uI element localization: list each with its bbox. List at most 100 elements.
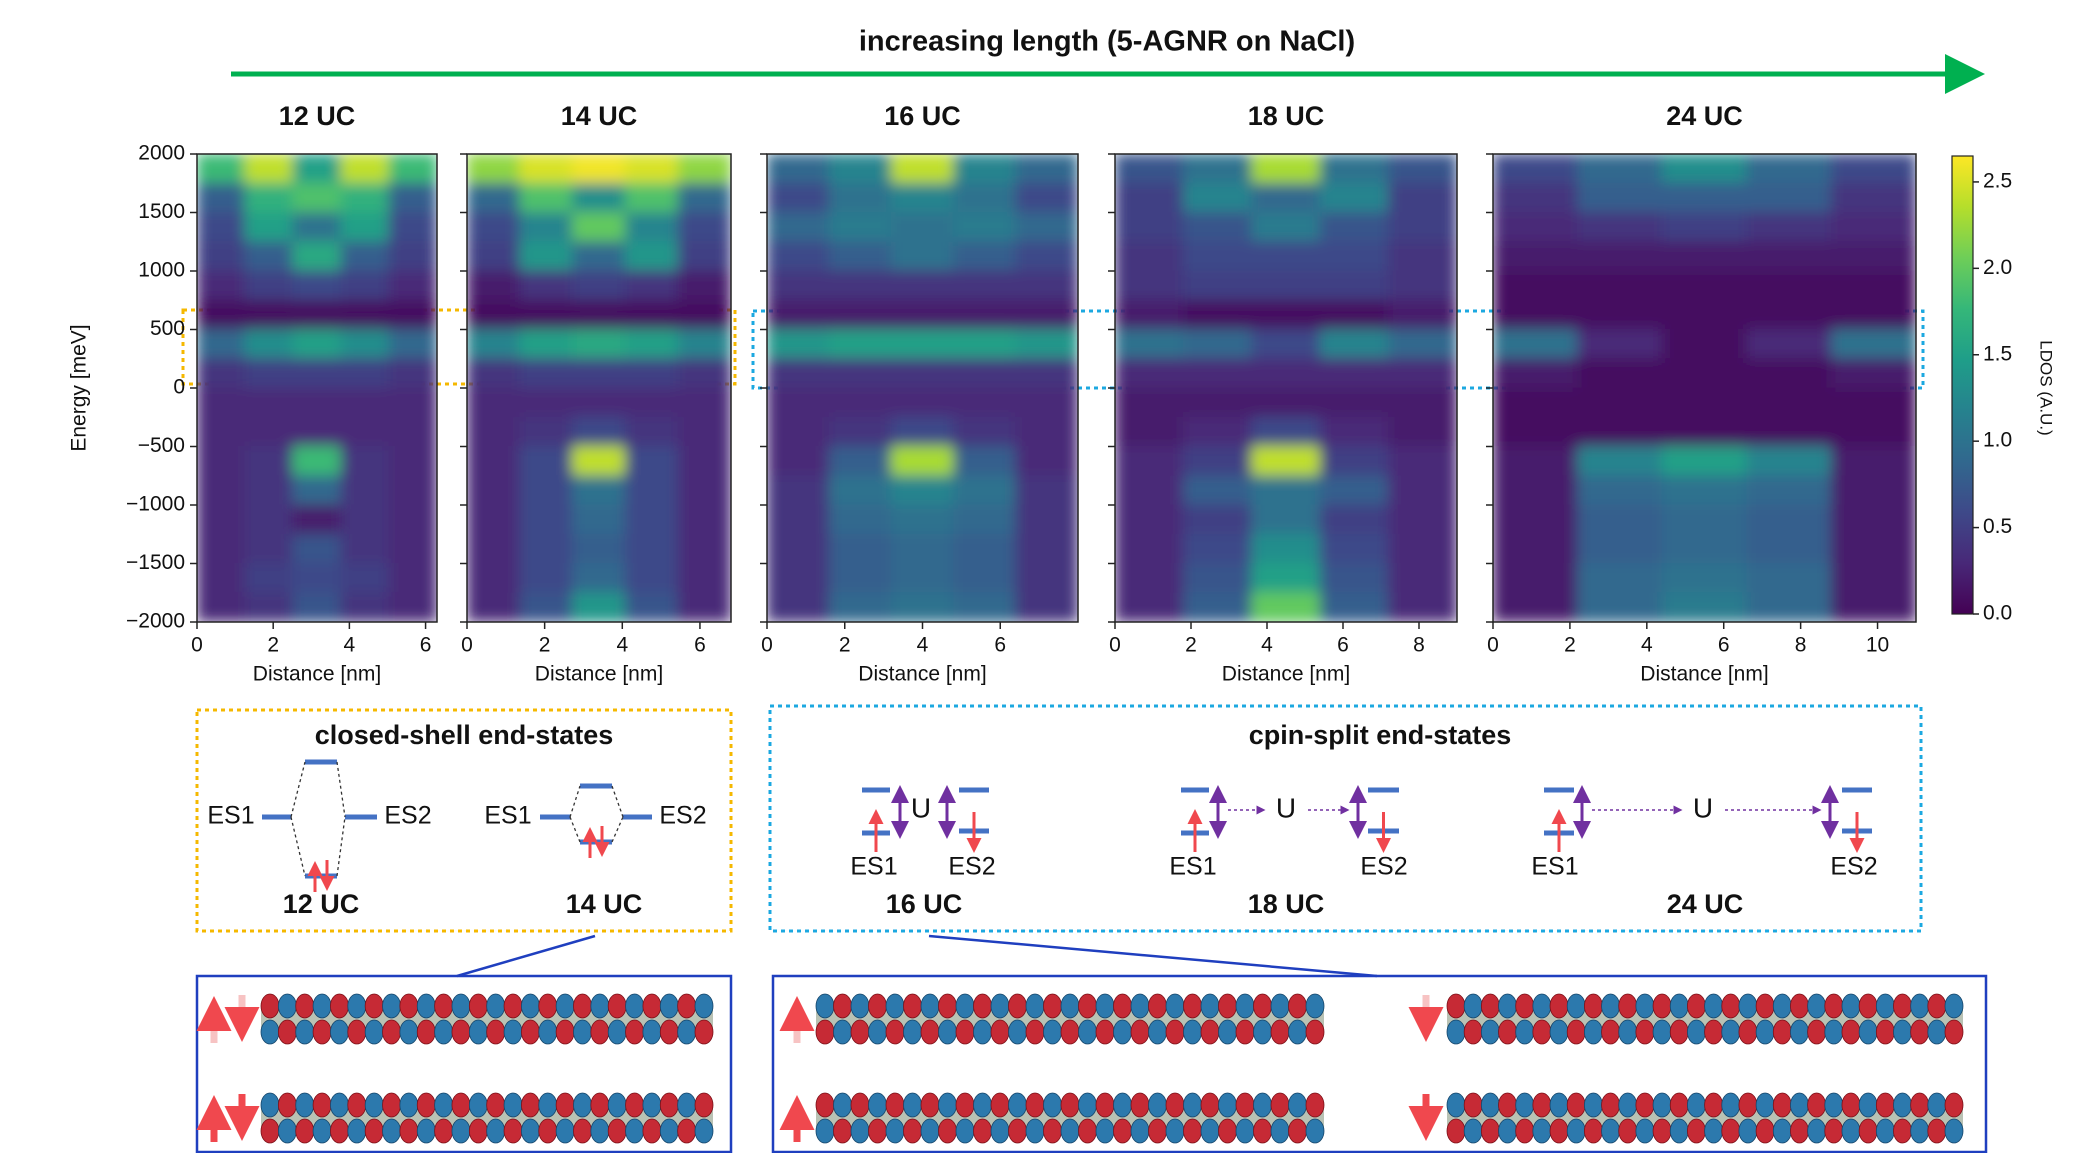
heatmap-cell (1319, 212, 1390, 243)
orbital-lobe (312, 1118, 332, 1144)
orbital-lobe (1858, 993, 1878, 1019)
orbital-lobe (1841, 1019, 1861, 1045)
heatmap-cells (467, 154, 731, 622)
orbital-lobe (364, 1019, 384, 1045)
orbital-lobe (555, 1118, 575, 1144)
heatmap-cell (1493, 154, 1579, 184)
guide (569, 816, 581, 843)
orbital-lobe (1687, 1019, 1706, 1045)
heatmap-cell (890, 212, 955, 243)
orbital-lobe (382, 1118, 401, 1144)
heatmap-cell (292, 387, 342, 418)
heatmap-cells (197, 154, 437, 622)
heatmap-cell (1830, 592, 1916, 622)
orbital-lobe (1772, 1092, 1792, 1118)
orbital-lobe (1790, 1118, 1809, 1144)
heatmap-cell (1661, 241, 1748, 272)
orbital-box (195, 974, 733, 1153)
heatmap-cell (1388, 299, 1457, 330)
heatmap-cell (519, 299, 574, 330)
heatmap-cell (953, 387, 1017, 418)
heatmap-cell (1493, 358, 1579, 389)
orbital-lobe (1025, 993, 1045, 1019)
guide (290, 761, 306, 818)
heatmap-cell (1115, 504, 1184, 535)
orbital-lobe (973, 1019, 992, 1045)
orbital-lobe (1218, 993, 1237, 1019)
heatmap-cell (340, 592, 390, 622)
heatmap-cell (1182, 358, 1253, 389)
heatmap-cell (828, 270, 892, 301)
orbital-lobe (1008, 1118, 1027, 1144)
orbital-lobe (1669, 1092, 1689, 1118)
orbital-lobe (503, 1019, 523, 1045)
orbital-lobe (1113, 993, 1132, 1019)
heatmap-cell (1015, 241, 1078, 272)
orbital-lobe (416, 1118, 436, 1144)
heatmap-cell (890, 299, 955, 330)
orbital-image (1446, 1092, 1964, 1144)
heatmap-cell (1115, 592, 1184, 622)
orbital-lobe (607, 1092, 627, 1118)
x-tick-label: 0 (1109, 634, 1121, 657)
heatmap-cell (890, 475, 955, 506)
orbital-lobe (1841, 993, 1861, 1019)
heatmap-cell (1493, 182, 1579, 213)
orbital-lobe (885, 1019, 905, 1045)
orbital-lobe (1669, 1118, 1689, 1144)
heatmap-cell (767, 358, 830, 389)
orbital-lobe (1875, 1092, 1895, 1118)
heatmap-cell (1830, 299, 1916, 330)
panel-title: 16 UC (884, 101, 961, 131)
orbital-lobe (1910, 1092, 1930, 1118)
heatmap-cell (519, 475, 574, 506)
heatmap-cell (1830, 563, 1916, 594)
heatmap-cell (953, 182, 1017, 213)
orbital-lobe (1635, 993, 1655, 1019)
orbital-lobe (1008, 1092, 1027, 1118)
heatmap-cell (244, 358, 294, 389)
heatmap-cell (244, 533, 294, 564)
coupling-label: U (1276, 792, 1296, 823)
heatmap-cell (767, 416, 830, 447)
heatmap-cell (1388, 416, 1457, 447)
orbital-lobe (295, 993, 315, 1019)
orbital-lobe (885, 1092, 905, 1118)
orbital-lobe (486, 1019, 506, 1045)
heatmap-cell (1493, 241, 1579, 272)
length-label: 14 UC (566, 889, 643, 919)
heatmap-cell (244, 270, 294, 301)
heatmap-cell (197, 416, 246, 447)
length-label: 24 UC (1667, 889, 1744, 919)
orbital-lobe (1566, 1092, 1586, 1118)
orbital-lobe (1755, 1092, 1775, 1118)
heatmap-cell (953, 329, 1017, 360)
orbital-lobe (486, 1092, 506, 1118)
orbital-lobe (833, 1019, 852, 1045)
heatmap-cell (1251, 212, 1321, 243)
orbital-lobe (850, 993, 870, 1019)
panel-title: 18 UC (1248, 101, 1325, 131)
heatmap-cell (1388, 154, 1457, 184)
orbital-lobe (1824, 1019, 1844, 1045)
orbital-lobe (330, 993, 349, 1019)
heatmap-cell (1746, 358, 1832, 389)
heatmap-cell (1830, 182, 1916, 213)
heatmap-cell (1251, 592, 1321, 622)
orbital-lobe (1669, 993, 1689, 1019)
orbital-lobe (973, 1092, 992, 1118)
scheme-title: cpin-split end-states (1249, 720, 1512, 750)
orbital-lobe (1148, 1092, 1167, 1118)
heatmap-cell (1251, 299, 1321, 330)
heatmap-cell (1251, 416, 1321, 447)
heatmap-cell (1251, 504, 1321, 535)
heatmap-cell (1015, 416, 1078, 447)
orbital-lobe (850, 1118, 870, 1144)
orbital-lobe (833, 1092, 852, 1118)
orbital-lobe (885, 1118, 905, 1144)
orbital-lobe (868, 993, 887, 1019)
orbital-lobe (1480, 1118, 1500, 1144)
heatmap-cell (292, 446, 342, 477)
heatmap-cell (388, 592, 437, 622)
orbital-lobe (1025, 1092, 1045, 1118)
